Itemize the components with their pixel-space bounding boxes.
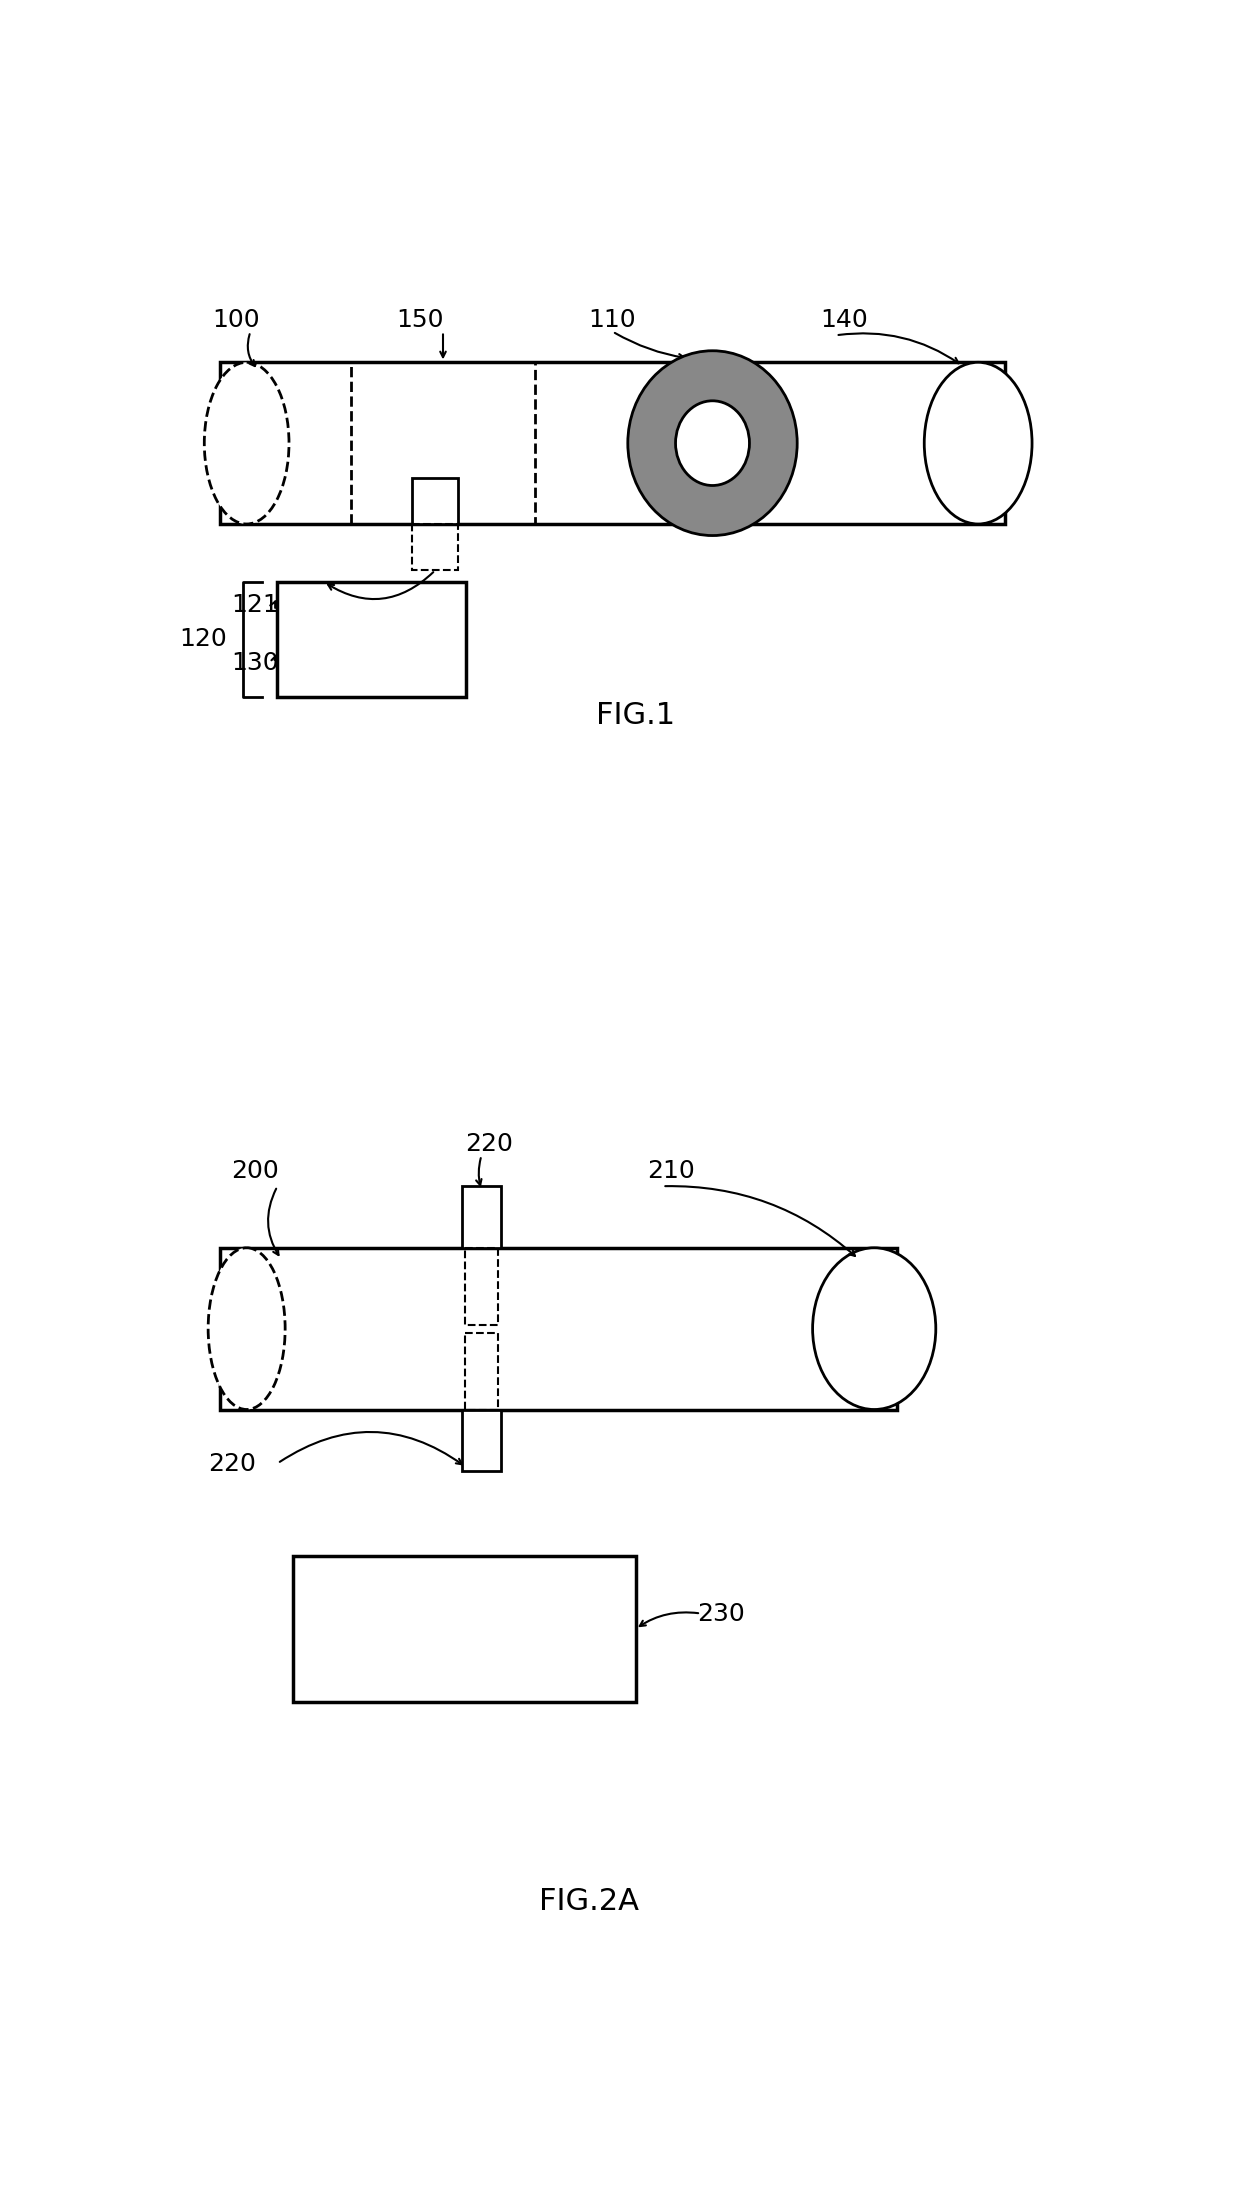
Ellipse shape	[924, 363, 1032, 524]
Text: 110: 110	[589, 308, 636, 332]
Bar	[463, 1186, 501, 1248]
Bar	[465, 1333, 498, 1409]
Bar	[412, 524, 459, 570]
Bar	[219, 1248, 898, 1409]
Text: 210: 210	[647, 1160, 694, 1184]
Bar	[465, 1248, 498, 1324]
Text: 100: 100	[212, 308, 259, 332]
Bar	[351, 363, 536, 524]
Ellipse shape	[676, 400, 749, 485]
Ellipse shape	[205, 363, 289, 524]
Text: 220: 220	[208, 1451, 255, 1475]
Bar	[463, 1409, 501, 1471]
Text: 130: 130	[231, 651, 279, 675]
Text: FIG.2A: FIG.2A	[539, 1888, 640, 1916]
Text: 230: 230	[697, 1602, 745, 1626]
Text: 140: 140	[821, 308, 868, 332]
Text: 121: 121	[231, 592, 279, 616]
Ellipse shape	[208, 1248, 285, 1409]
Ellipse shape	[627, 352, 797, 535]
Bar	[412, 479, 459, 524]
Text: 120: 120	[180, 627, 227, 651]
Text: 150: 150	[396, 308, 444, 332]
Bar	[278, 581, 466, 697]
Text: FIG.1: FIG.1	[596, 701, 675, 730]
Text: 220: 220	[465, 1132, 513, 1156]
Ellipse shape	[812, 1248, 936, 1409]
Bar	[293, 1556, 635, 1702]
Bar	[219, 363, 1006, 524]
Text: 200: 200	[231, 1160, 279, 1184]
